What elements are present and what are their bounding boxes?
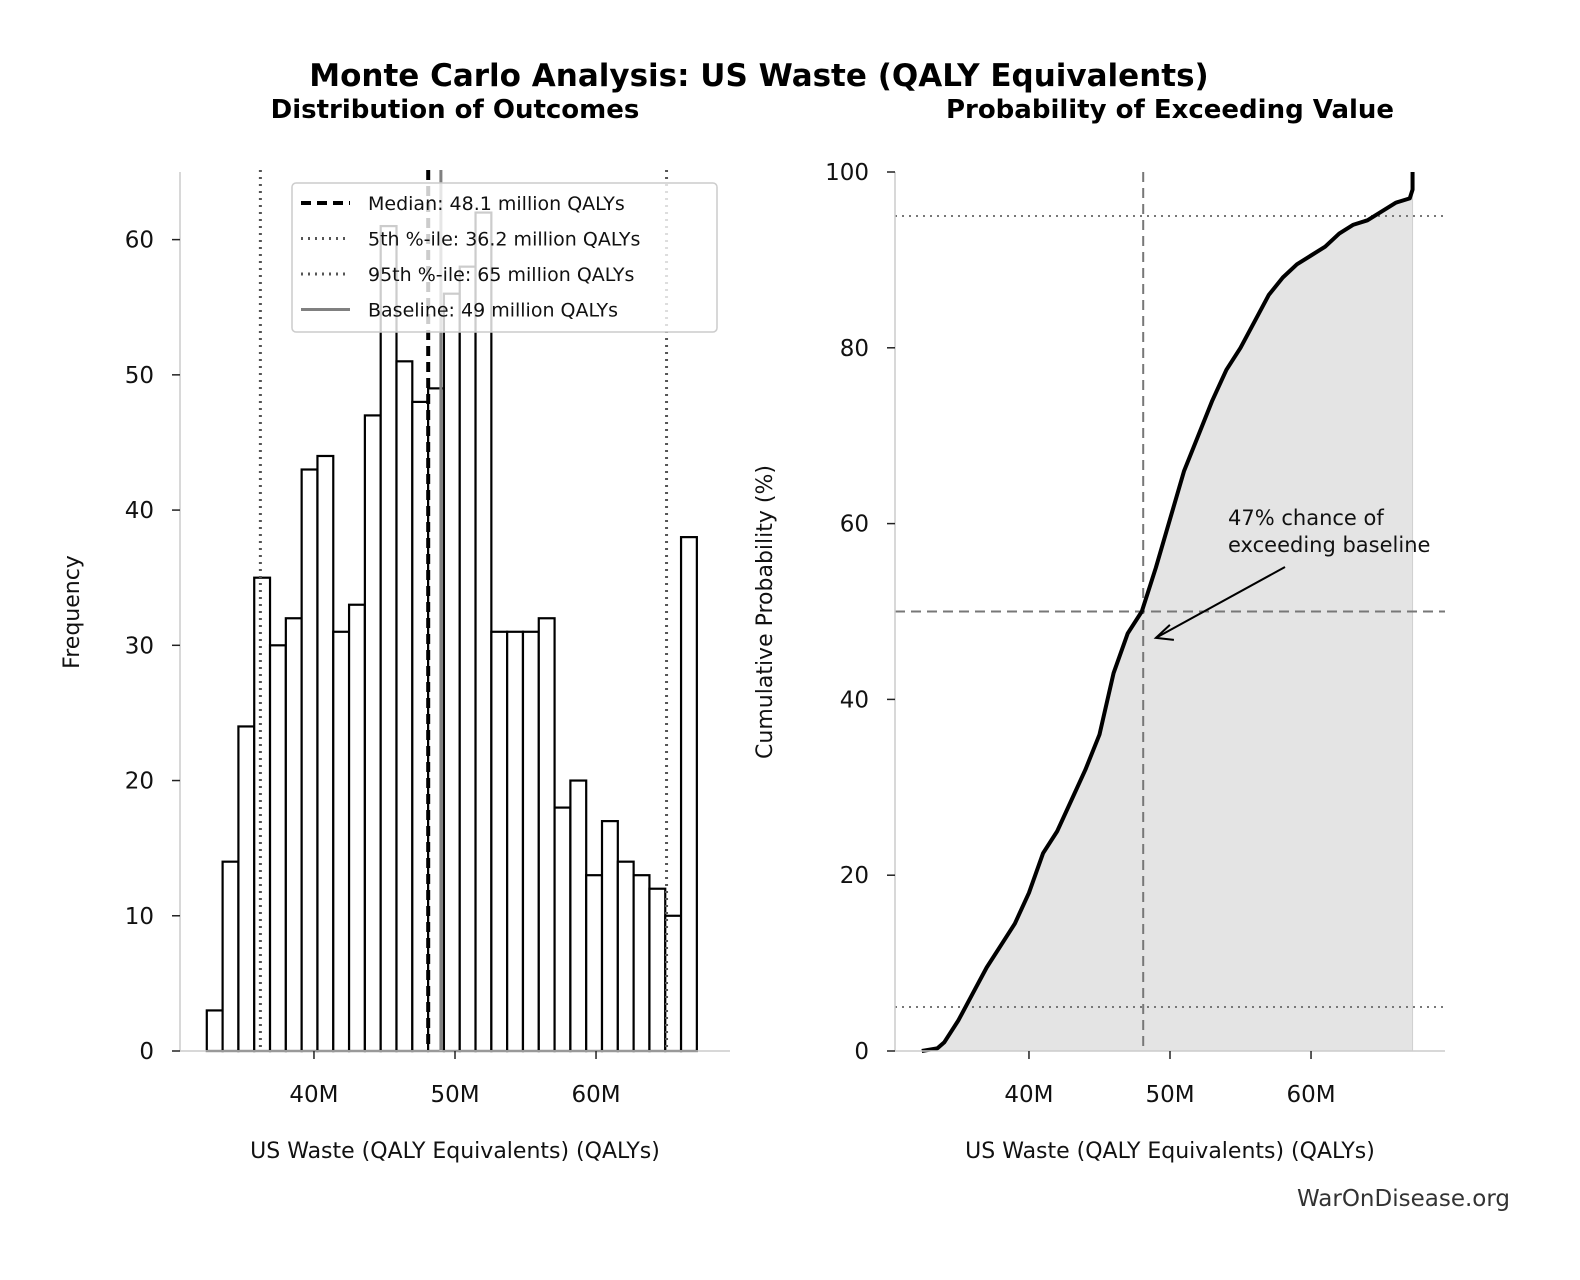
- y-tick-label: 10: [125, 904, 154, 930]
- y-tick-label: 20: [840, 863, 869, 889]
- y-tick-label: 20: [125, 769, 154, 795]
- histogram-bar: [395, 360, 414, 1053]
- legend-label: Median: 48.1 million QALYs: [368, 193, 625, 215]
- annotation-text: 47% chance of: [1228, 506, 1384, 530]
- histogram-bar: [205, 1009, 224, 1053]
- exceedance-panel: 40M 50M 60M 0 20 40 60 80 100 47% chance of exceed…: [825, 160, 1445, 1108]
- histogram-bar: [553, 806, 572, 1053]
- y-tick-label: 60: [840, 512, 869, 538]
- histogram-bar: [300, 468, 319, 1053]
- y-tick-label: 50: [125, 363, 154, 389]
- histogram-bar: [537, 617, 556, 1053]
- histogram-bar: [316, 454, 335, 1053]
- histogram-bar: [347, 603, 366, 1053]
- x-tick-label: 50M: [1145, 1082, 1194, 1108]
- annotation-arrow: [1155, 566, 1286, 639]
- histogram-bar: [237, 725, 256, 1053]
- histogram-bar: [411, 400, 430, 1053]
- y-tick-label: 30: [125, 633, 154, 659]
- histogram-bar: [379, 224, 398, 1053]
- legend-label: 5th %-ile: 36.2 million QALYs: [368, 229, 640, 251]
- histogram-bar: [648, 887, 667, 1053]
- left-xlabel: US Waste (QALY Equivalents) (QALYs): [250, 1139, 660, 1164]
- left-ylabel: Frequency: [60, 555, 85, 669]
- exceedance-curve: [921, 172, 1415, 1053]
- histogram-bar: [253, 576, 272, 1053]
- histogram-bar: [585, 874, 604, 1053]
- x-tick-label: 40M: [1004, 1082, 1053, 1108]
- watermark: WarOnDisease.org: [1297, 1186, 1510, 1212]
- y-tick-label: 0: [139, 1039, 154, 1065]
- histogram-bar: [600, 820, 619, 1053]
- histogram-bar: [569, 779, 588, 1053]
- histogram-panel: 40M 50M 60M 0 10 20 30 40 50 60 Median: 48.1 milli…: [125, 170, 730, 1108]
- histogram-bar: [221, 860, 240, 1053]
- y-tick-label: 80: [840, 336, 869, 362]
- y-tick-label: 0: [854, 1039, 869, 1065]
- histogram-bar: [521, 630, 540, 1053]
- arrow-head-icon: [1153, 624, 1175, 641]
- histogram-bar: [616, 860, 635, 1053]
- histogram-bar: [442, 292, 461, 1053]
- right-xlabel: US Waste (QALY Equivalents) (QALYs): [965, 1139, 1375, 1164]
- y-tick-label: 40: [125, 498, 154, 524]
- histogram-bar: [679, 536, 698, 1053]
- histogram-bar: [268, 644, 287, 1053]
- y-tick-label: 100: [825, 160, 869, 186]
- right-ylabel: Cumulative Probability (%): [753, 465, 778, 759]
- right-subtitle: Probability of Exceeding Value: [946, 95, 1394, 125]
- legend-box: [291, 182, 718, 333]
- y-tick-label: 40: [840, 687, 869, 713]
- annotation-text: exceeding baseline: [1228, 533, 1430, 557]
- figure-title: Monte Carlo Analysis: US Waste (QALY Equ…: [309, 58, 1208, 94]
- legend-label: Baseline: 49 million QALYs: [368, 300, 618, 322]
- legend: Median: 48.1 million QALYs 5th %-ile: 36.…: [291, 182, 718, 333]
- histogram-bar: [363, 414, 382, 1053]
- left-subtitle: Distribution of Outcomes: [271, 95, 640, 125]
- histogram-bar: [632, 874, 651, 1053]
- x-tick-label: 50M: [430, 1082, 479, 1108]
- histogram-bar: [474, 211, 493, 1053]
- x-tick-label: 60M: [1286, 1082, 1335, 1108]
- histogram-bar: [332, 630, 351, 1053]
- y-tick-label: 60: [125, 228, 154, 254]
- x-tick-label: 40M: [289, 1082, 338, 1108]
- histogram-bar: [506, 630, 525, 1053]
- legend-label: 95th %-ile: 65 million QALYs: [368, 264, 634, 286]
- histogram-bar: [284, 617, 303, 1053]
- histogram-bar: [490, 630, 509, 1053]
- x-tick-label: 60M: [571, 1082, 620, 1108]
- histogram-bar: [458, 265, 477, 1053]
